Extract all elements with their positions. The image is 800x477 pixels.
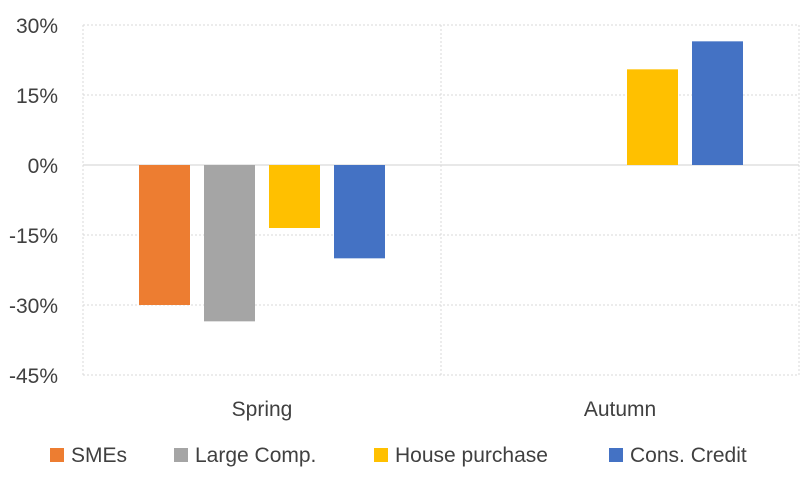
y-tick-label: 15%	[16, 85, 58, 108]
legend-swatch	[374, 448, 388, 462]
y-tick-label: -15%	[9, 225, 58, 248]
bar-large-comp-spring	[204, 165, 255, 322]
x-axis-categories: Spring Autumn	[232, 398, 657, 421]
legend-swatch	[50, 448, 64, 462]
y-tick-label: 30%	[16, 15, 58, 38]
legend-label: Large Comp.	[195, 444, 316, 467]
legend-label: SMEs	[71, 444, 127, 467]
bars	[139, 41, 743, 322]
x-category-label: Spring	[232, 398, 293, 421]
bar-house-purchase-autumn	[627, 69, 678, 165]
legend-swatch	[609, 448, 623, 462]
bar-smes-spring	[139, 165, 190, 305]
y-tick-label: 0%	[28, 155, 58, 178]
bar-cons-credit-autumn	[692, 41, 743, 166]
y-tick-label: -45%	[9, 365, 58, 388]
gridlines	[82, 24, 800, 376]
legend-label: House purchase	[395, 444, 548, 467]
x-category-label: Autumn	[584, 398, 656, 421]
bar-house-purchase-spring	[269, 165, 320, 228]
legend-swatch	[174, 448, 188, 462]
legend-label: Cons. Credit	[630, 444, 747, 467]
y-axis-ticks: 30% 15% 0% -15% -30% -45%	[9, 15, 58, 388]
y-tick-label: -30%	[9, 295, 58, 318]
legend: SMEs Large Comp. House purchase Cons. Credi…	[50, 444, 747, 467]
bar-cons-credit-spring	[334, 165, 385, 259]
